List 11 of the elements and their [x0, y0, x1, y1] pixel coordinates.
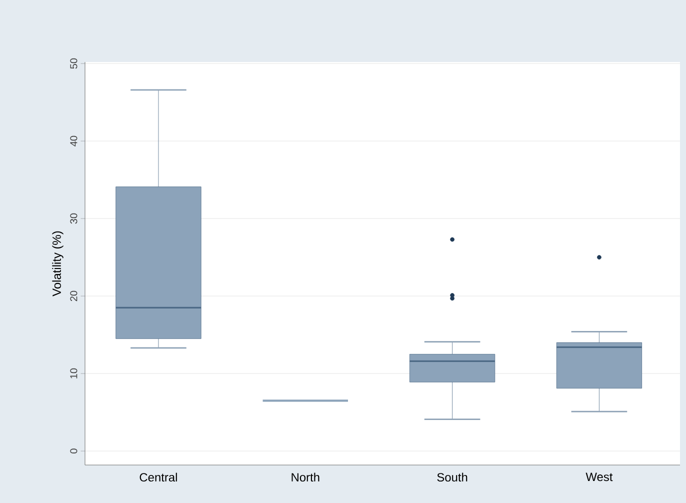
x-tick-label: North — [292, 472, 320, 482]
y-tick-label: 10 — [70, 368, 78, 378]
y-tick-label: 0 — [70, 448, 78, 454]
x-tick-label: South — [437, 472, 468, 482]
y-tick-label: 40 — [70, 136, 78, 146]
y-tick-label: 30 — [70, 213, 78, 224]
y-tick-label: 20 — [70, 290, 78, 302]
x-tick-label: West — [586, 472, 613, 482]
x-tick-label: Central — [140, 472, 177, 482]
y-axis-title: Volatility (%) — [52, 231, 64, 296]
y-tick-label: 50 — [70, 58, 78, 69]
